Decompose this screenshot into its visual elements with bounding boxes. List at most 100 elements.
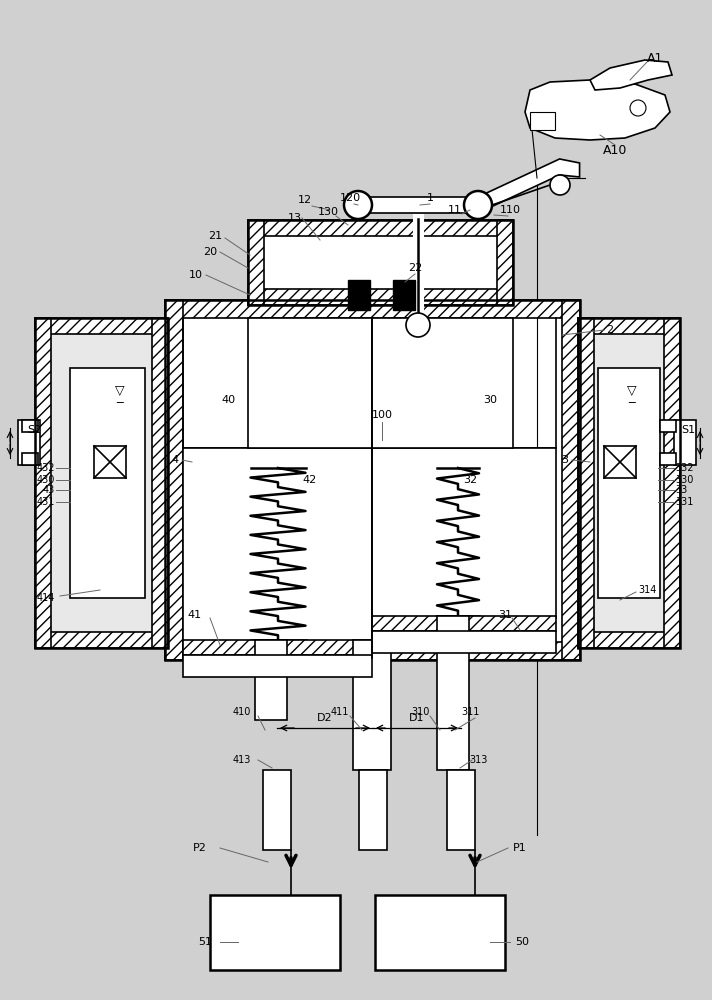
Text: 110: 110	[500, 205, 520, 215]
Bar	[598, 368, 660, 598]
Text: 311: 311	[461, 707, 479, 717]
Bar	[353, 640, 391, 770]
Text: 4: 4	[172, 455, 179, 465]
Text: 331: 331	[675, 497, 693, 507]
Text: 430: 430	[36, 475, 55, 485]
Circle shape	[630, 100, 646, 116]
Text: 51: 51	[198, 937, 212, 947]
Bar	[18, 420, 40, 465]
Text: 50: 50	[515, 937, 529, 947]
Bar	[594, 334, 664, 632]
Text: 130: 130	[318, 207, 338, 217]
Text: 12: 12	[298, 195, 312, 205]
Text: S1: S1	[681, 425, 695, 435]
Circle shape	[406, 313, 430, 337]
Polygon shape	[590, 60, 672, 90]
Text: 2: 2	[607, 325, 614, 335]
Text: 431: 431	[36, 497, 55, 507]
Bar	[660, 453, 676, 465]
Bar	[70, 368, 145, 598]
Polygon shape	[525, 80, 670, 140]
Text: 120: 120	[340, 193, 360, 203]
Text: D2: D2	[317, 713, 333, 723]
Text: 10: 10	[189, 270, 203, 280]
Circle shape	[464, 191, 492, 219]
Bar	[35, 632, 168, 648]
Text: 42: 42	[303, 475, 317, 485]
Bar	[562, 300, 580, 660]
Text: ─: ─	[117, 397, 123, 407]
Text: 410: 410	[233, 707, 251, 717]
Circle shape	[550, 175, 570, 195]
Text: A10: A10	[603, 143, 627, 156]
Text: 3: 3	[562, 455, 568, 465]
Bar	[393, 280, 415, 310]
Bar	[372, 318, 513, 448]
Text: ▽: ▽	[627, 383, 637, 396]
Text: 41: 41	[188, 610, 202, 620]
Bar	[248, 220, 264, 305]
Bar	[51, 334, 152, 632]
Bar	[447, 770, 475, 850]
Bar	[165, 300, 580, 318]
Bar	[165, 300, 580, 660]
Text: 413: 413	[233, 755, 251, 765]
Bar	[35, 318, 51, 648]
Bar	[578, 318, 594, 648]
Bar	[604, 446, 636, 478]
Bar	[183, 448, 372, 658]
Text: 20: 20	[203, 247, 217, 257]
Bar	[578, 318, 680, 648]
Bar	[375, 895, 505, 970]
Bar	[210, 895, 340, 970]
Bar	[372, 616, 556, 631]
Polygon shape	[478, 159, 580, 213]
Text: P1: P1	[513, 843, 527, 853]
Bar	[255, 640, 287, 720]
Text: 13: 13	[288, 213, 302, 223]
Bar	[263, 770, 291, 850]
Text: 313: 313	[468, 755, 487, 765]
Bar	[358, 197, 478, 213]
Bar	[437, 616, 469, 770]
Bar	[35, 318, 168, 334]
Bar	[578, 632, 680, 648]
Text: 100: 100	[372, 410, 392, 420]
Bar	[165, 642, 580, 660]
Bar	[578, 318, 680, 334]
Text: 22: 22	[408, 263, 422, 273]
Bar	[248, 220, 513, 305]
Bar	[183, 640, 372, 655]
Text: 11: 11	[448, 205, 462, 215]
Bar	[152, 318, 168, 648]
Bar	[248, 318, 372, 448]
Text: 30: 30	[483, 395, 497, 405]
Text: 314: 314	[638, 585, 656, 595]
Bar	[94, 446, 126, 478]
Circle shape	[344, 191, 372, 219]
Bar	[183, 655, 372, 677]
Bar	[35, 318, 168, 648]
Bar	[183, 318, 562, 642]
Bar	[664, 318, 680, 648]
Text: 432: 432	[36, 463, 55, 473]
Text: 411: 411	[331, 707, 349, 717]
Text: 332: 332	[675, 463, 693, 473]
Bar	[660, 420, 676, 432]
Text: 43: 43	[43, 485, 55, 495]
Bar	[348, 280, 370, 310]
Text: ▽: ▽	[115, 383, 125, 396]
Text: 1: 1	[426, 193, 434, 203]
Text: 32: 32	[463, 475, 477, 485]
Bar	[22, 420, 38, 432]
Bar	[248, 289, 513, 305]
Bar	[248, 220, 513, 236]
Bar	[497, 220, 513, 305]
Text: S2: S2	[27, 425, 41, 435]
Text: 21: 21	[208, 231, 222, 241]
Text: ─: ─	[629, 397, 635, 407]
Text: 310: 310	[411, 707, 429, 717]
Bar	[22, 453, 38, 465]
Text: 31: 31	[498, 610, 512, 620]
Text: P2: P2	[193, 843, 207, 853]
